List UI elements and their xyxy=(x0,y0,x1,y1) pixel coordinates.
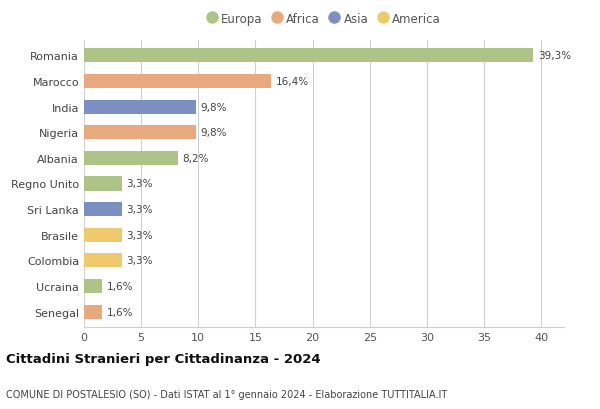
Bar xyxy=(84,202,122,217)
Text: 3,3%: 3,3% xyxy=(126,204,153,215)
Text: 3,3%: 3,3% xyxy=(126,256,153,266)
Bar xyxy=(84,279,102,293)
Text: 1,6%: 1,6% xyxy=(107,281,133,291)
Text: COMUNE DI POSTALESIO (SO) - Dati ISTAT al 1° gennaio 2024 - Elaborazione TUTTITA: COMUNE DI POSTALESIO (SO) - Dati ISTAT a… xyxy=(6,389,447,399)
Bar xyxy=(84,126,196,140)
Bar xyxy=(84,228,122,242)
Text: 8,2%: 8,2% xyxy=(182,153,209,164)
Bar xyxy=(84,151,178,166)
Legend: Europa, Africa, Asia, America: Europa, Africa, Asia, America xyxy=(203,9,445,29)
Bar xyxy=(84,305,102,319)
Text: 16,4%: 16,4% xyxy=(276,77,309,87)
Bar xyxy=(84,177,122,191)
Bar xyxy=(84,49,533,63)
Text: 39,3%: 39,3% xyxy=(538,51,571,61)
Text: 1,6%: 1,6% xyxy=(107,307,133,317)
Text: 3,3%: 3,3% xyxy=(126,230,153,240)
Text: 9,8%: 9,8% xyxy=(200,102,227,112)
Text: Cittadini Stranieri per Cittadinanza - 2024: Cittadini Stranieri per Cittadinanza - 2… xyxy=(6,352,320,365)
Text: 3,3%: 3,3% xyxy=(126,179,153,189)
Text: 9,8%: 9,8% xyxy=(200,128,227,138)
Bar xyxy=(84,75,271,89)
Bar xyxy=(84,254,122,268)
Bar xyxy=(84,100,196,115)
